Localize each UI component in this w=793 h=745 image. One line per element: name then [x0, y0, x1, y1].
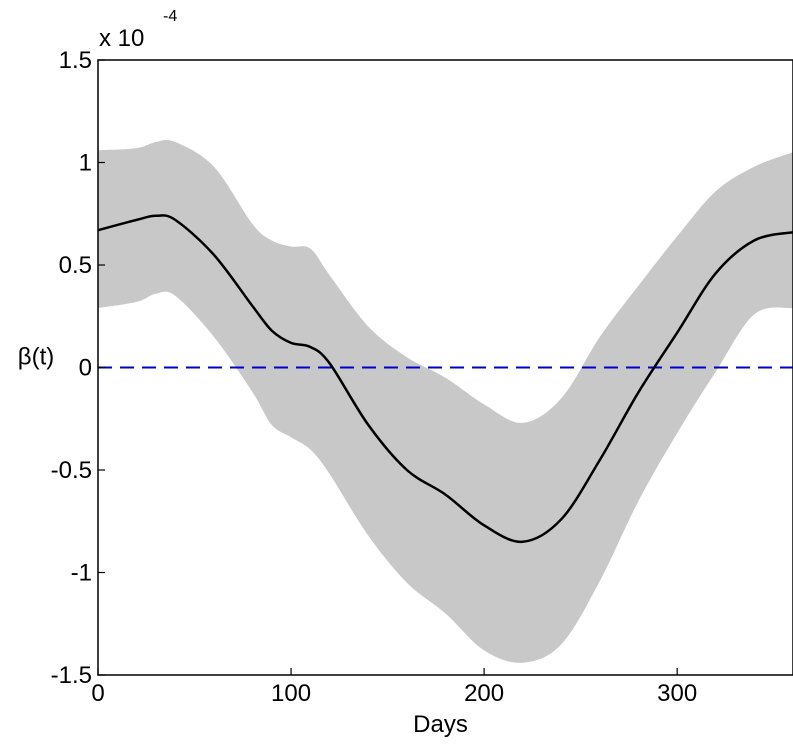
tick-layer: -1.5 -1 -0.5 0 0.5 1 1.5 0 100 200 300 [51, 47, 698, 707]
y-scale-exponent: -4 [163, 8, 177, 25]
y-tick-label: 0.5 [59, 252, 92, 279]
x-tick-label: 0 [91, 680, 104, 707]
confidence-band [98, 139, 793, 663]
x-tick-label: 100 [271, 680, 311, 707]
y-tick-label: 1 [79, 150, 92, 177]
x-axis-label: Days [413, 711, 468, 738]
x-tick-label: 200 [464, 680, 504, 707]
y-tick-label: 1.5 [59, 47, 92, 74]
y-tick-label: -1 [71, 560, 92, 587]
estimate-line [97, 214, 793, 544]
y-tick-label: -0.5 [51, 457, 92, 484]
y-tick-label: -1.5 [51, 662, 92, 689]
x-tick-label: 300 [657, 680, 697, 707]
plot-area [97, 139, 793, 663]
y-scale-multiplier: x 10 [99, 25, 144, 52]
y-axis-label: β(t) [18, 344, 54, 371]
y-tick-label: 0 [79, 355, 92, 382]
